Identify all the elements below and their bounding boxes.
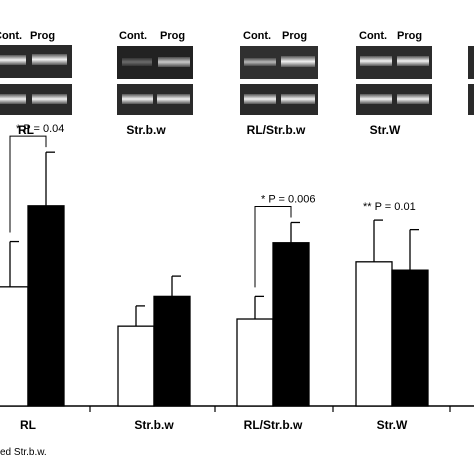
- bar-strw-series-1: [355, 261, 393, 407]
- gel-band: [244, 94, 276, 104]
- gel-image-partial: [468, 84, 474, 115]
- gel-image-partial: [468, 46, 474, 79]
- gel-band: [397, 94, 429, 104]
- bar-strbw-series-2: [153, 295, 191, 407]
- bar-strw-series-2: [391, 269, 429, 407]
- gel-lane-label-prog: Prog: [30, 30, 55, 42]
- gel-band: [32, 94, 67, 104]
- gel-panel-strw: Cont. Prog Str.W: [356, 30, 432, 137]
- gel-lane-label-prog: Prog: [160, 30, 185, 42]
- gel-band: [360, 56, 392, 66]
- bar-rl-series-1: [0, 286, 29, 407]
- gel-band: [122, 58, 152, 66]
- gel-band: [360, 94, 392, 104]
- gel-band: [281, 94, 315, 104]
- bar-chart: RL Str.b.w RL/Str.b.w Str.W * P = 0.04 * P = …: [0, 123, 474, 432]
- significance-label: * P = 0.04: [16, 123, 64, 135]
- gel-band: [122, 94, 153, 104]
- gel-title: Str.W: [370, 123, 401, 137]
- gel-panel-rl-strbw: Cont. Prog RL/Str.b.w: [240, 30, 318, 137]
- significance-label: * P = 0.006: [261, 193, 316, 205]
- gel-lane-label-prog: Prog: [282, 30, 307, 42]
- gel-panel-rl: Cont. Prog RL: [0, 30, 72, 137]
- gel-title: Str.b.w: [126, 123, 166, 137]
- gel-band: [397, 56, 429, 66]
- bar-strbw-series-1: [117, 325, 155, 407]
- x-tick-label-strbw: Str.b.w: [134, 418, 174, 432]
- gel-lane-label-cont: Cont.: [0, 30, 22, 42]
- significance-bracket: [254, 205, 292, 288]
- gel-lane-label-cont: Cont.: [243, 30, 271, 42]
- significance-label: ** P = 0.01: [363, 201, 416, 213]
- x-tick-label-rl-strbw: RL/Str.b.w: [244, 418, 303, 432]
- significance-bracket: [9, 135, 47, 233]
- x-tick-label-strw: Str.W: [377, 418, 408, 432]
- gel-title: RL/Str.b.w: [247, 123, 306, 137]
- footnote: ed Str.b.w.: [0, 447, 47, 458]
- gel-band: [244, 58, 276, 66]
- gel-lane-label-prog: Prog: [397, 30, 422, 42]
- gel-title: RL: [18, 123, 34, 137]
- gel-band: [0, 55, 26, 65]
- x-tick-label-rl: RL: [20, 418, 36, 432]
- gel-lane-label-cont: Cont.: [119, 30, 147, 42]
- bar-rl-strbw-series-1: [236, 318, 274, 407]
- gel-band: [0, 94, 26, 104]
- gel-band: [32, 54, 67, 65]
- bar-rl-series-2: [27, 205, 65, 407]
- gel-panel-strbw: Cont. Prog Str.b.w: [117, 30, 193, 137]
- gel-lane-label-cont: Cont.: [359, 30, 387, 42]
- gel-band: [158, 57, 190, 67]
- gel-band: [157, 94, 190, 104]
- gel-band: [281, 56, 315, 67]
- bar-rl-strbw-series-2: [272, 242, 310, 407]
